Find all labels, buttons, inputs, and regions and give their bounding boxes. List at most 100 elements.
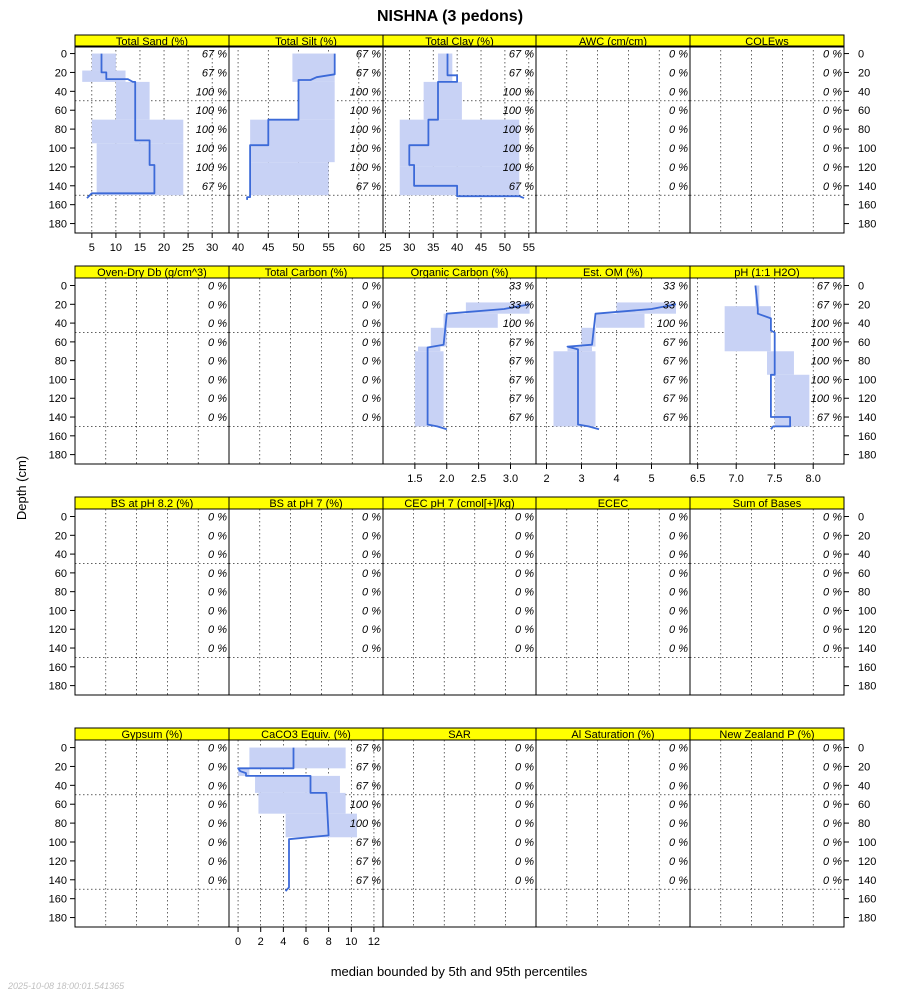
y-tick-label: 0 <box>61 512 67 524</box>
panel-frame <box>74 277 230 465</box>
panel: Al Saturation (%) 0 % 0 % 0 % 0 % 0 % 0 % 0 % 0 … <box>535 727 691 928</box>
y-tick-label: 0 <box>61 281 67 293</box>
pct-label: 0 % <box>823 568 842 580</box>
pct-label: 0 % <box>823 124 842 136</box>
pct-label: 67 % <box>509 374 534 386</box>
pct-label: 67 % <box>509 49 534 61</box>
pct-label: 0 % <box>362 587 381 599</box>
percentile-band <box>774 374 810 427</box>
pct-label: 0 % <box>823 143 842 155</box>
panel: Total Carbon (%) 0 % 0 % 0 % 0 % 0 % 0 % 0 % 0 % <box>228 265 384 465</box>
pct-label: 0 % <box>208 374 227 386</box>
y-tick-label: 160 <box>49 431 67 443</box>
percentile-band <box>724 306 771 352</box>
pct-label: 0 % <box>208 818 227 830</box>
pct-label: 0 % <box>515 605 534 617</box>
percentile-band <box>465 302 530 314</box>
panel-frame <box>535 45 691 234</box>
y-tick-label: 60 <box>55 799 67 811</box>
pct-label: 67 % <box>663 374 688 386</box>
pct-label: 0 % <box>362 299 381 311</box>
y-tick-label: 80 <box>55 124 67 136</box>
pct-label: 0 % <box>362 412 381 424</box>
pct-label: 0 % <box>515 780 534 792</box>
panel-frame <box>535 508 691 696</box>
pct-label: 67 % <box>509 337 534 349</box>
pct-label: 67 % <box>663 412 688 424</box>
x-tick-label: 2.0 <box>439 473 454 485</box>
pct-label: 0 % <box>515 856 534 868</box>
pct-label: 67 % <box>356 875 381 887</box>
pct-label: 0 % <box>823 549 842 561</box>
panel-strip-label: Organic Carbon (%) <box>411 267 509 279</box>
pct-label: 100 % <box>811 356 842 368</box>
pct-label: 67 % <box>509 356 534 368</box>
panel-strip-label: SAR <box>448 729 471 741</box>
pct-label: 0 % <box>208 780 227 792</box>
pct-label: 0 % <box>669 856 688 868</box>
pct-label: 0 % <box>515 643 534 655</box>
pct-label: 33 % <box>663 299 688 311</box>
panel: Total Silt (%) 67 % 67 % 100 % 100 % 100 % 100… <box>228 34 384 254</box>
pct-label: 0 % <box>208 337 227 349</box>
panel-strip-label: Total Clay (%) <box>425 36 493 48</box>
y-tick-label: 160 <box>858 431 876 443</box>
percentile-band <box>292 53 335 82</box>
pct-label: 100 % <box>196 86 227 98</box>
x-tick-label: 55 <box>323 242 335 254</box>
y-tick-label: 40 <box>858 549 870 561</box>
y-tick-label: 180 <box>49 681 67 693</box>
panel: CaCO3 Equiv. (%) 67 % 67 % 67 % 100 % 100 % 67… <box>228 727 384 948</box>
pct-label: 100 % <box>350 105 381 117</box>
x-tick-label: 20 <box>158 242 170 254</box>
pct-label: 0 % <box>208 318 227 330</box>
pct-label: 0 % <box>362 530 381 542</box>
pct-label: 0 % <box>823 761 842 773</box>
y-tick-label: 40 <box>55 86 67 98</box>
y-tick-label: 80 <box>858 356 870 368</box>
pct-label: 0 % <box>208 356 227 368</box>
pct-label: 100 % <box>503 162 534 174</box>
percentile-band <box>430 327 447 347</box>
percentile-band <box>595 313 645 328</box>
panel-frame <box>382 508 537 696</box>
pct-label: 67 % <box>663 337 688 349</box>
pct-label: 0 % <box>669 643 688 655</box>
pct-label: 0 % <box>515 624 534 636</box>
y-tick-label: 20 <box>55 761 67 773</box>
panel-frame <box>689 45 845 234</box>
y-tick-label: 60 <box>55 337 67 349</box>
pct-label: 0 % <box>823 605 842 617</box>
y-tick-label: 40 <box>55 549 67 561</box>
x-tick-label: 60 <box>353 242 365 254</box>
x-axis-label: median bounded by 5th and 95th percentil… <box>331 964 588 979</box>
percentile-band <box>82 70 126 82</box>
pct-label: 0 % <box>669 743 688 755</box>
x-tick-label: 5 <box>648 473 654 485</box>
y-tick-label: 140 <box>49 875 67 887</box>
y-tick-label: 40 <box>55 318 67 330</box>
y-tick-label: 0 <box>61 49 67 61</box>
y-tick-label: 180 <box>49 450 67 462</box>
pct-label: 0 % <box>515 743 534 755</box>
pct-label: 100 % <box>196 105 227 117</box>
pct-label: 0 % <box>669 549 688 561</box>
pct-label: 67 % <box>356 780 381 792</box>
x-tick-label: 5 <box>89 242 95 254</box>
pct-label: 0 % <box>208 856 227 868</box>
x-tick-label: 25 <box>182 242 194 254</box>
y-tick-label: 160 <box>858 662 876 674</box>
panel: Gypsum (%) 0 % 0 % 0 % 0 % 0 % 0 % 0 % 0 % 0 20 40 6… <box>49 727 230 928</box>
pct-label: 100 % <box>503 124 534 136</box>
percentile-band <box>423 81 462 120</box>
panel-strip-label: pH (1:1 H2O) <box>734 267 799 279</box>
panel: Total Clay (%) 67 % 67 % 100 % 100 % 100 % 100… <box>379 34 537 254</box>
pct-label: 0 % <box>515 818 534 830</box>
pct-label: 0 % <box>823 837 842 849</box>
panel: Total Sand (%)67 %67 %100 %100 %100 %100… <box>49 34 230 254</box>
x-tick-label: 12 <box>368 936 380 948</box>
x-tick-label: 40 <box>232 242 244 254</box>
pct-label: 0 % <box>208 624 227 636</box>
pct-label: 100 % <box>503 86 534 98</box>
percentile-band <box>755 285 760 307</box>
